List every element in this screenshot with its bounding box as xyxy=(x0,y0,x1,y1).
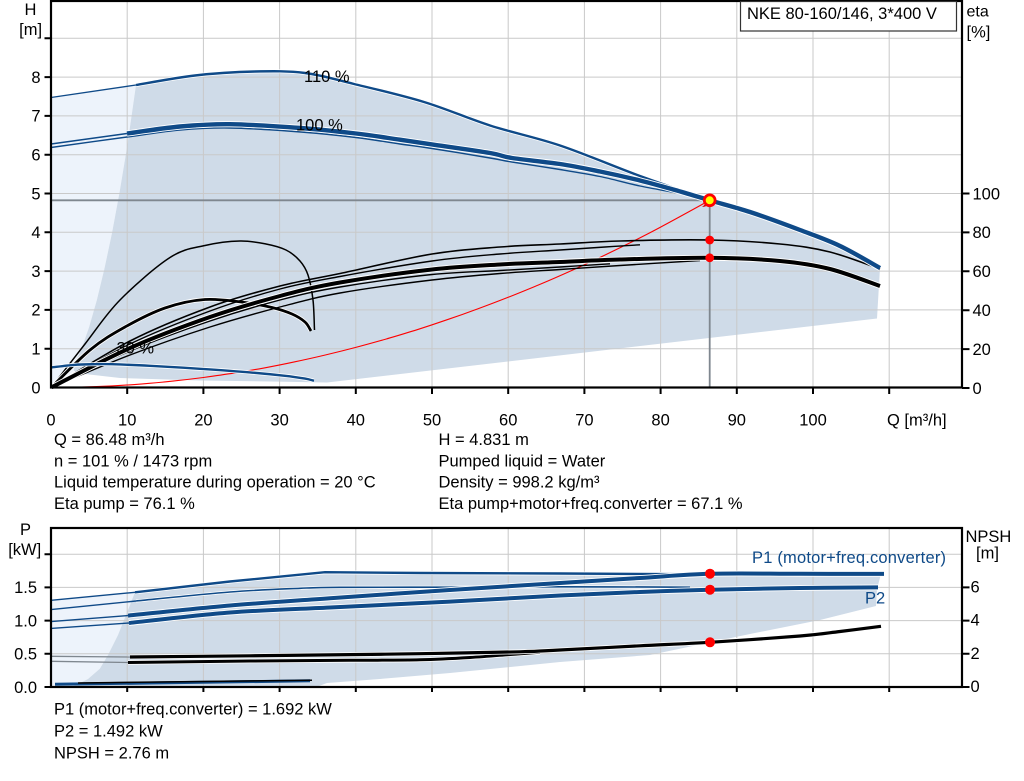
svg-text:60: 60 xyxy=(499,411,517,429)
svg-text:1.0: 1.0 xyxy=(14,612,37,630)
svg-text:40: 40 xyxy=(973,302,991,320)
svg-text:Q = 86.48 m³/h: Q = 86.48 m³/h xyxy=(54,431,165,449)
svg-text:Q [m³/h]: Q [m³/h] xyxy=(887,411,947,429)
svg-text:2: 2 xyxy=(971,645,980,663)
svg-text:n = 101 % / 1473 rpm: n = 101 % / 1473 rpm xyxy=(54,452,212,470)
svg-text:P2 = 1.492 kW: P2 = 1.492 kW xyxy=(54,723,163,741)
svg-text:1.5: 1.5 xyxy=(14,579,37,597)
svg-text:P2: P2 xyxy=(865,590,885,608)
svg-text:6: 6 xyxy=(971,578,980,596)
svg-text:H = 4.831 m: H = 4.831 m xyxy=(439,431,529,449)
svg-text:0.0: 0.0 xyxy=(14,679,37,697)
svg-text:10: 10 xyxy=(118,411,136,429)
svg-text:20: 20 xyxy=(973,341,991,359)
svg-text:H: H xyxy=(24,1,36,19)
svg-text:eta: eta xyxy=(967,4,989,21)
svg-text:4: 4 xyxy=(971,612,980,630)
svg-text:100: 100 xyxy=(973,185,1001,203)
svg-text:[%]: [%] xyxy=(967,24,991,42)
svg-text:0: 0 xyxy=(46,411,55,429)
svg-text:Pumped liquid = Water: Pumped liquid = Water xyxy=(439,452,606,470)
svg-text:6: 6 xyxy=(31,147,40,165)
svg-text:20: 20 xyxy=(194,411,212,429)
svg-text:4: 4 xyxy=(31,224,40,242)
svg-text:5: 5 xyxy=(31,185,40,203)
svg-text:[m]: [m] xyxy=(19,21,42,39)
svg-text:P1 (motor+freq.converter) = 1.: P1 (motor+freq.converter) = 1.692 kW xyxy=(54,701,332,719)
svg-text:Eta pump = 76.1 %: Eta pump = 76.1 % xyxy=(54,495,195,513)
svg-text:NPSH = 2.76 m: NPSH = 2.76 m xyxy=(54,745,169,763)
svg-text:NKE 80-160/146, 3*400 V: NKE 80-160/146, 3*400 V xyxy=(747,5,937,23)
svg-text:Liquid temperature during oper: Liquid temperature during operation = 20… xyxy=(54,474,376,492)
svg-text:0: 0 xyxy=(31,379,40,397)
svg-text:[kW]: [kW] xyxy=(8,541,41,559)
svg-text:1: 1 xyxy=(31,341,40,359)
svg-text:NPSH: NPSH xyxy=(966,528,1012,546)
svg-text:0.5: 0.5 xyxy=(14,646,37,664)
svg-text:80: 80 xyxy=(973,224,991,242)
svg-text:60: 60 xyxy=(973,263,991,281)
svg-text:[m]: [m] xyxy=(976,545,999,563)
svg-text:80: 80 xyxy=(651,411,669,429)
svg-text:70: 70 xyxy=(575,411,593,429)
svg-text:110 %: 110 % xyxy=(304,68,350,86)
svg-text:100 %: 100 % xyxy=(296,117,343,135)
svg-text:0: 0 xyxy=(971,678,980,696)
svg-text:8: 8 xyxy=(31,69,40,87)
svg-text:3: 3 xyxy=(31,263,40,281)
svg-text:30 %: 30 % xyxy=(117,340,155,358)
svg-text:P: P xyxy=(20,521,31,539)
svg-text:2: 2 xyxy=(31,302,40,320)
svg-text:0: 0 xyxy=(973,380,982,398)
svg-text:Density = 998.2 kg/m³: Density = 998.2 kg/m³ xyxy=(439,474,600,492)
svg-text:P1 (motor+freq.converter): P1 (motor+freq.converter) xyxy=(752,549,946,567)
svg-text:90: 90 xyxy=(728,411,746,429)
svg-text:7: 7 xyxy=(31,108,40,126)
svg-text:100: 100 xyxy=(799,411,827,429)
svg-text:50: 50 xyxy=(423,411,441,429)
svg-text:Eta pump+motor+freq.converter: Eta pump+motor+freq.converter = 67.1 % xyxy=(439,495,743,513)
svg-text:40: 40 xyxy=(347,411,365,429)
svg-text:30: 30 xyxy=(270,411,288,429)
